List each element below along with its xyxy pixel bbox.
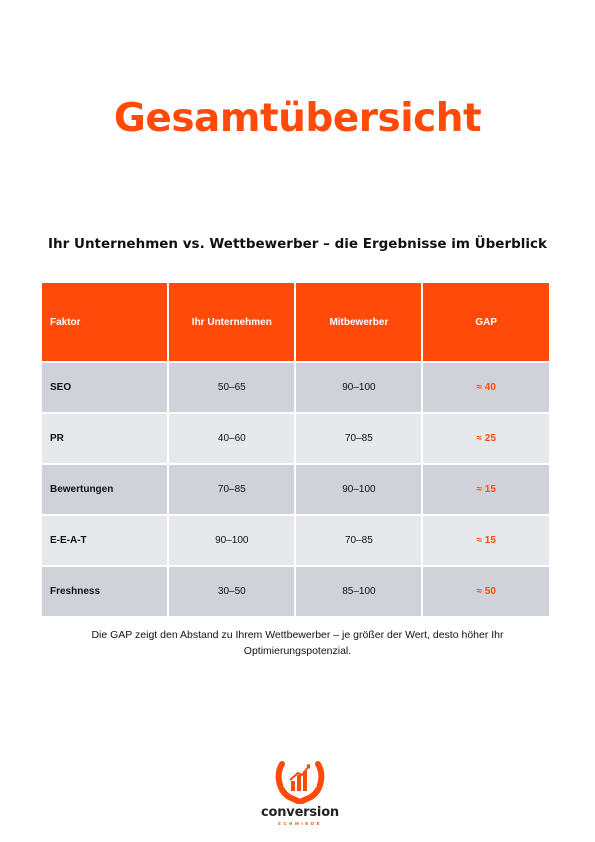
cell-factor: SEO (42, 363, 168, 412)
table-row: Bewertungen 70–85 90–100 ≈ 15 (42, 465, 549, 514)
horseshoe-bar-chart-icon (275, 761, 325, 804)
table-row: PR 40–60 70–85 ≈ 25 (42, 414, 549, 463)
header-company: Ihr Unternehmen (169, 283, 295, 361)
cell-gap: ≈ 25 (423, 414, 549, 463)
page-title: Gesamtübersicht (113, 96, 482, 141)
footnote: Die GAP zeigt den Abstand zu Ihrem Wettb… (40, 627, 555, 659)
cell-factor: Freshness (42, 567, 168, 616)
cell-factor: Bewertungen (42, 465, 168, 514)
cell-competitor: 85–100 (296, 567, 422, 616)
cell-company: 50–65 (169, 363, 295, 412)
footnote-line-1: Die GAP zeigt den Abstand zu Ihrem Wettb… (91, 629, 504, 641)
cell-company: 40–60 (169, 414, 295, 463)
cell-company: 70–85 (169, 465, 295, 514)
page-subtitle: Ihr Unternehmen vs. Wettbewerber – die E… (47, 236, 548, 252)
cell-competitor: 70–85 (296, 516, 422, 565)
cell-factor: E-E-A-T (42, 516, 168, 565)
table-row: E-E-A-T 90–100 70–85 ≈ 15 (42, 516, 549, 565)
cell-gap: ≈ 15 (423, 465, 549, 514)
cell-gap: ≈ 50 (423, 567, 549, 616)
header-gap: GAP (423, 283, 549, 361)
cell-factor: PR (42, 414, 168, 463)
logo-wordmark: conversion (261, 805, 339, 820)
cell-gap: ≈ 15 (423, 516, 549, 565)
cell-competitor: 90–100 (296, 363, 422, 412)
cell-company: 30–50 (169, 567, 295, 616)
table-header-row: Faktor Ihr Unternehmen Mitbewerber GAP (42, 283, 549, 361)
table-row: Freshness 30–50 85–100 ≈ 50 (42, 567, 549, 616)
comparison-table: Faktor Ihr Unternehmen Mitbewerber GAP S… (40, 281, 551, 618)
header-competitor: Mitbewerber (296, 283, 422, 361)
cell-competitor: 90–100 (296, 465, 422, 514)
table-row: SEO 50–65 90–100 ≈ 40 (42, 363, 549, 412)
header-factor: Faktor (42, 283, 168, 361)
brand-logo: conversion SCHMIEDE (250, 760, 350, 830)
cell-competitor: 70–85 (296, 414, 422, 463)
footnote-line-2: Optimierungspotenzial. (243, 645, 352, 657)
cell-gap: ≈ 40 (423, 363, 549, 412)
cell-company: 90–100 (169, 516, 295, 565)
logo-subline: SCHMIEDE (277, 821, 323, 826)
